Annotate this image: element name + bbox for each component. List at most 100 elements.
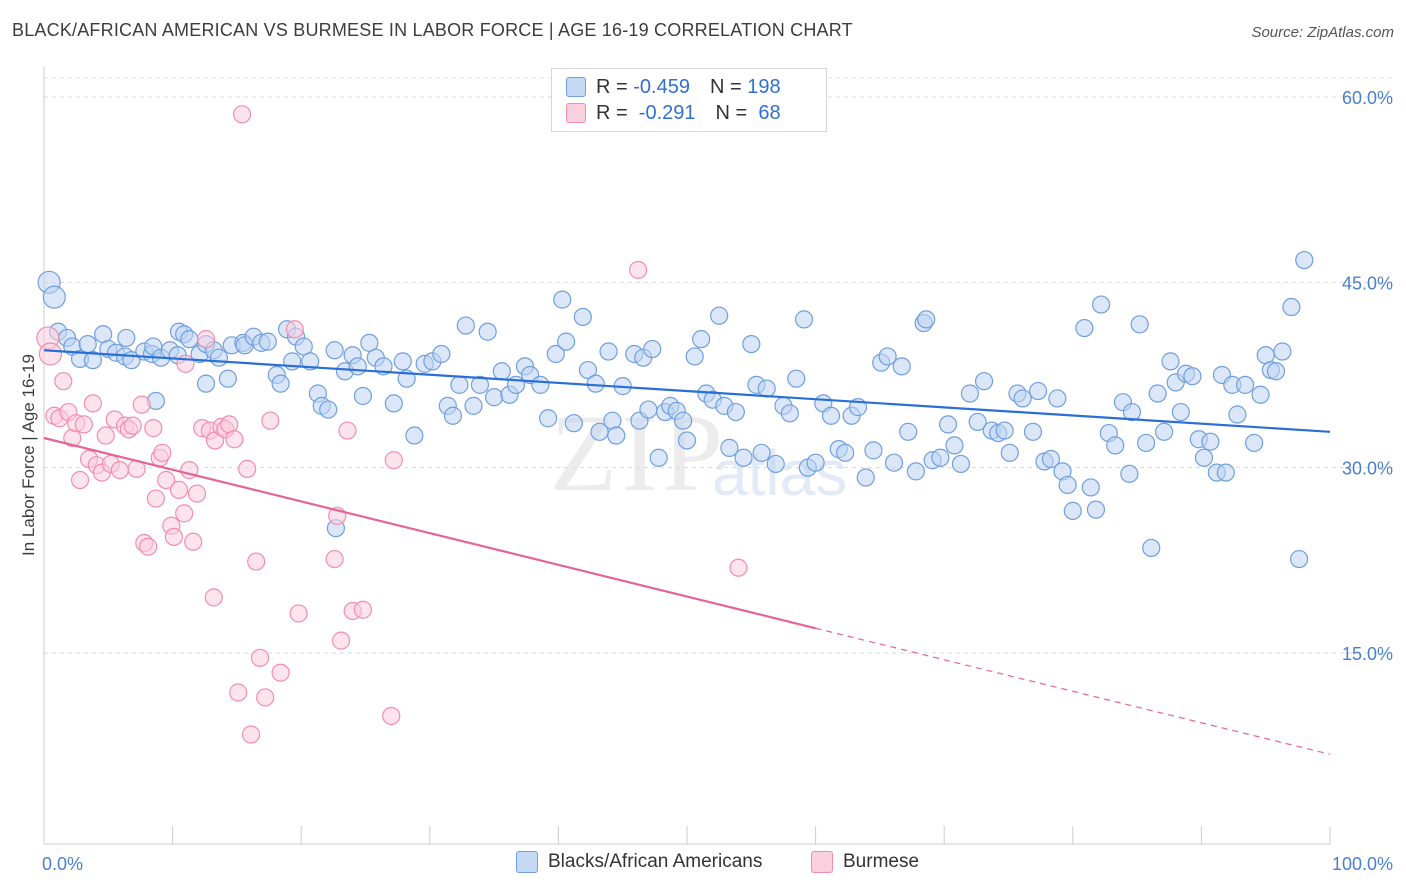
y-tick-label: 30.0% [1342,459,1393,479]
data-point [931,448,950,467]
data-point [578,360,598,380]
data-point [146,489,165,508]
source-label[interactable]: Source: ZipAtlas.com [1251,24,1394,41]
data-point [643,339,662,359]
data-point [1130,315,1149,334]
data-point [685,347,704,366]
data-point [180,330,199,349]
data-point [1183,367,1202,386]
data-point [218,369,237,388]
data-point [603,411,622,430]
legend-r-value: -0.459 [633,75,690,98]
data-point [806,453,825,472]
data-point [353,386,373,406]
data-point [70,470,90,490]
data-point [144,419,163,438]
data-point [1120,464,1139,483]
data-point [1106,436,1125,455]
data-point [674,411,693,430]
data-point [1273,342,1292,361]
data-point [729,558,748,577]
data-point [1161,352,1180,371]
data-point [1142,538,1161,558]
data-point [209,348,228,367]
data-point [271,374,290,393]
data-point [1122,402,1142,422]
data-point [132,395,151,414]
data-point [878,347,897,366]
data-point [573,307,592,327]
legend-item-burmese[interactable]: Burmese [811,851,919,873]
data-point [348,357,367,376]
data-point [456,316,475,335]
data-point [384,394,403,413]
data-point [945,436,964,455]
legend-label-blacks: Blacks/African Americans [548,851,763,872]
data-point [289,604,308,623]
data-point [1000,443,1019,462]
data-point [1282,297,1301,317]
legend-n-label: N = [709,75,748,98]
legend-n-label: N = [715,101,753,124]
legend-r-label: R = [596,75,634,98]
data-point [78,335,97,354]
data-point [271,663,290,682]
data-point [864,441,883,460]
data-point [884,453,904,472]
data-point [599,342,618,361]
data-point [325,341,344,360]
data-point [232,105,252,124]
data-point [157,470,176,490]
data-point [1086,500,1106,519]
legend-r-label: R = [596,101,634,124]
data-point [1091,295,1111,314]
data-point [677,431,697,450]
data-point [450,375,469,394]
data-point [338,421,357,440]
data-point [256,688,275,707]
data-point [1236,375,1255,394]
data-point [229,683,248,702]
data-point [117,328,136,348]
data-point [938,415,958,434]
data-point [331,631,351,650]
data-point [184,532,203,551]
axes [43,66,1331,845]
data-point [1023,422,1043,441]
data-point [974,372,994,391]
y-axis-title: In Labor Force | Age 16-19 [19,354,38,556]
legend-swatch-blue [516,851,538,873]
data-point [531,375,550,394]
data-point [225,430,244,449]
legend-item-blacks[interactable]: Blacks/African Americans [516,851,762,873]
chart-title: BLACK/AFRICAN AMERICAN VS BURMESE IN LAB… [12,20,853,40]
legend-label-burmese: Burmese [843,851,920,872]
data-point [74,415,93,434]
legend-n-value: 198 [747,75,781,98]
data-point [1058,475,1077,495]
y-tick-label: 45.0% [1342,273,1393,293]
data-point [546,344,565,364]
data-point [607,426,626,445]
data-point [241,725,261,744]
data-point [83,394,102,413]
data-point [564,414,583,433]
data-point [485,388,504,407]
data-point [1041,449,1061,469]
data-point [1216,463,1235,482]
y-tick-label: 15.0% [1342,644,1393,664]
data-point [1148,384,1167,403]
series-burmese [36,105,748,744]
data-point [766,454,785,474]
data-point [382,706,401,726]
data-point [139,537,158,556]
data-point [247,552,266,571]
trend-line-burmese [43,436,816,630]
data-point [319,400,338,419]
data-point [1245,433,1264,453]
data-point [539,409,558,428]
data-point [557,332,576,351]
legend-swatch-pink [566,103,586,123]
data-point [1194,448,1214,467]
data-point [38,342,63,366]
